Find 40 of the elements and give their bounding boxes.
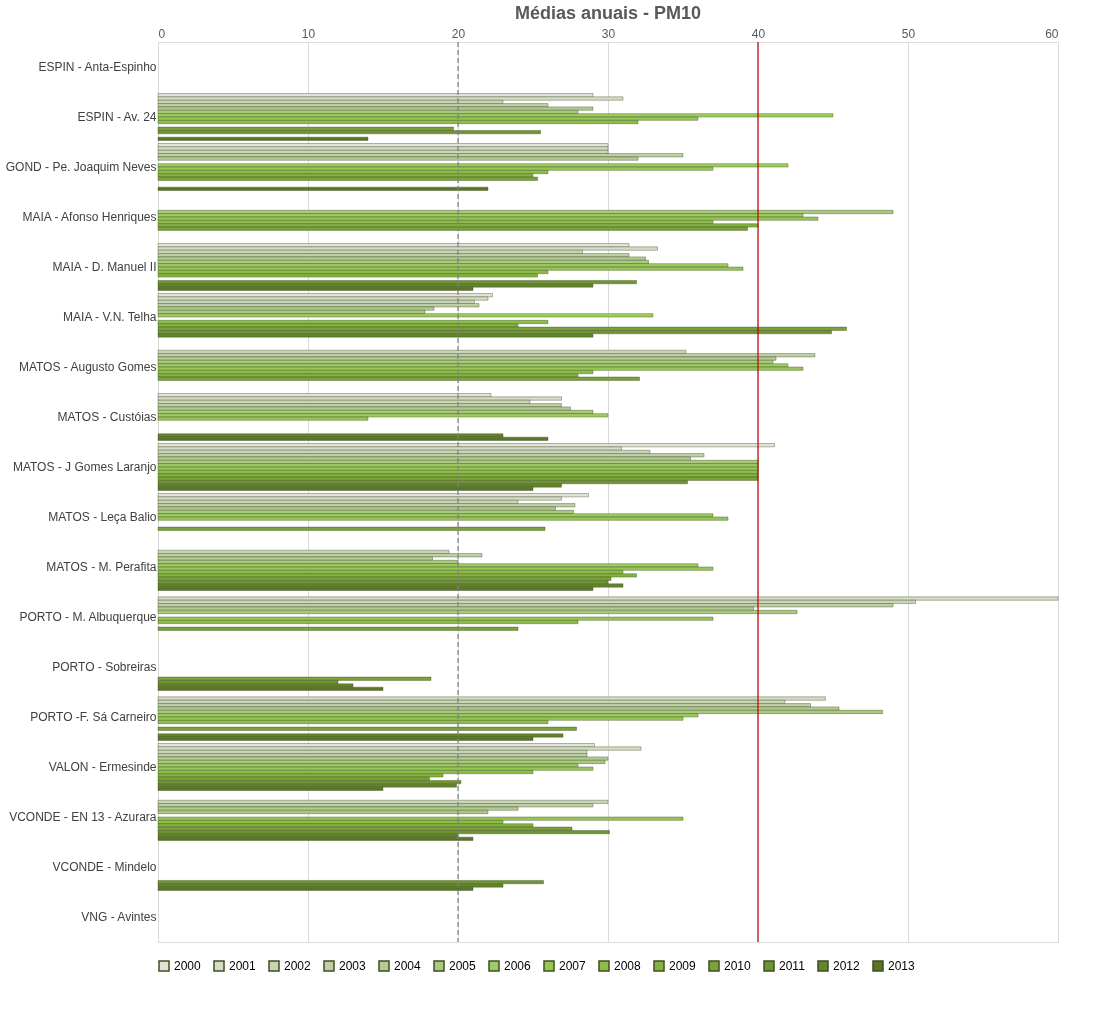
y-tick-label: VCONDE - Mindelo (52, 860, 157, 874)
y-tick-label: MATOS - Augusto Gomes (18, 360, 157, 374)
y-tick-label: GOND - Pe. Joaquim Neves (5, 160, 157, 174)
y-tick-label: PORTO - M. Albuquerque (19, 610, 157, 624)
legend-label: 2009 (669, 959, 697, 973)
legend-label: 2001 (229, 959, 257, 973)
legend-label: 2006 (504, 959, 532, 973)
legend-label: 2013 (888, 959, 916, 973)
x-tick-label: 60 (1045, 26, 1059, 41)
y-tick-label: MATOS - Leça Balio (48, 510, 157, 524)
y-tick-label: MAIA - D. Manuel II (52, 260, 157, 274)
y-tick-label: PORTO - Sobreiras (52, 660, 157, 674)
legend-label: 2011 (779, 959, 806, 973)
legend-label: 2008 (614, 959, 642, 973)
legend-label: 2004 (394, 959, 422, 973)
y-tick-label: VALON - Ermesinde (48, 760, 157, 774)
y-tick-label: ESPIN - Anta-Espinho (38, 60, 157, 74)
legend-label: 2012 (833, 959, 861, 973)
x-tick-label: 10 (301, 26, 316, 41)
x-tick-label: 20 (451, 26, 466, 41)
x-tick-label: 30 (601, 26, 616, 41)
legend-label: 2003 (339, 959, 367, 973)
x-tick-label: 50 (901, 26, 916, 41)
legend-label: 2007 (559, 959, 587, 973)
y-tick-label: MATOS - Custóias (57, 410, 157, 424)
legend-label: 2000 (174, 959, 202, 973)
y-tick-label: PORTO -F. Sá Carneiro (30, 710, 157, 724)
y-tick-label: MAIA - V.N. Telha (63, 310, 157, 324)
y-tick-label: ESPIN - Av. 24 (77, 110, 157, 124)
y-tick-label: VCONDE - EN 13 - Azurara (9, 810, 157, 824)
chart-title: Médias anuais - PM10 (514, 3, 702, 23)
x-tick-label: 0 (158, 26, 166, 41)
legend-label: 2005 (449, 959, 477, 973)
y-tick-label: MATOS - J Gomes Laranjo (12, 460, 157, 474)
x-tick-label: 40 (751, 26, 766, 41)
y-tick-label: MAIA - Afonso Henriques (22, 210, 157, 224)
legend-label: 2010 (724, 959, 752, 973)
y-tick-label: MATOS - M. Perafita (46, 560, 157, 574)
y-tick-label: VNG - Avintes (81, 910, 157, 924)
legend-label: 2002 (284, 959, 312, 973)
